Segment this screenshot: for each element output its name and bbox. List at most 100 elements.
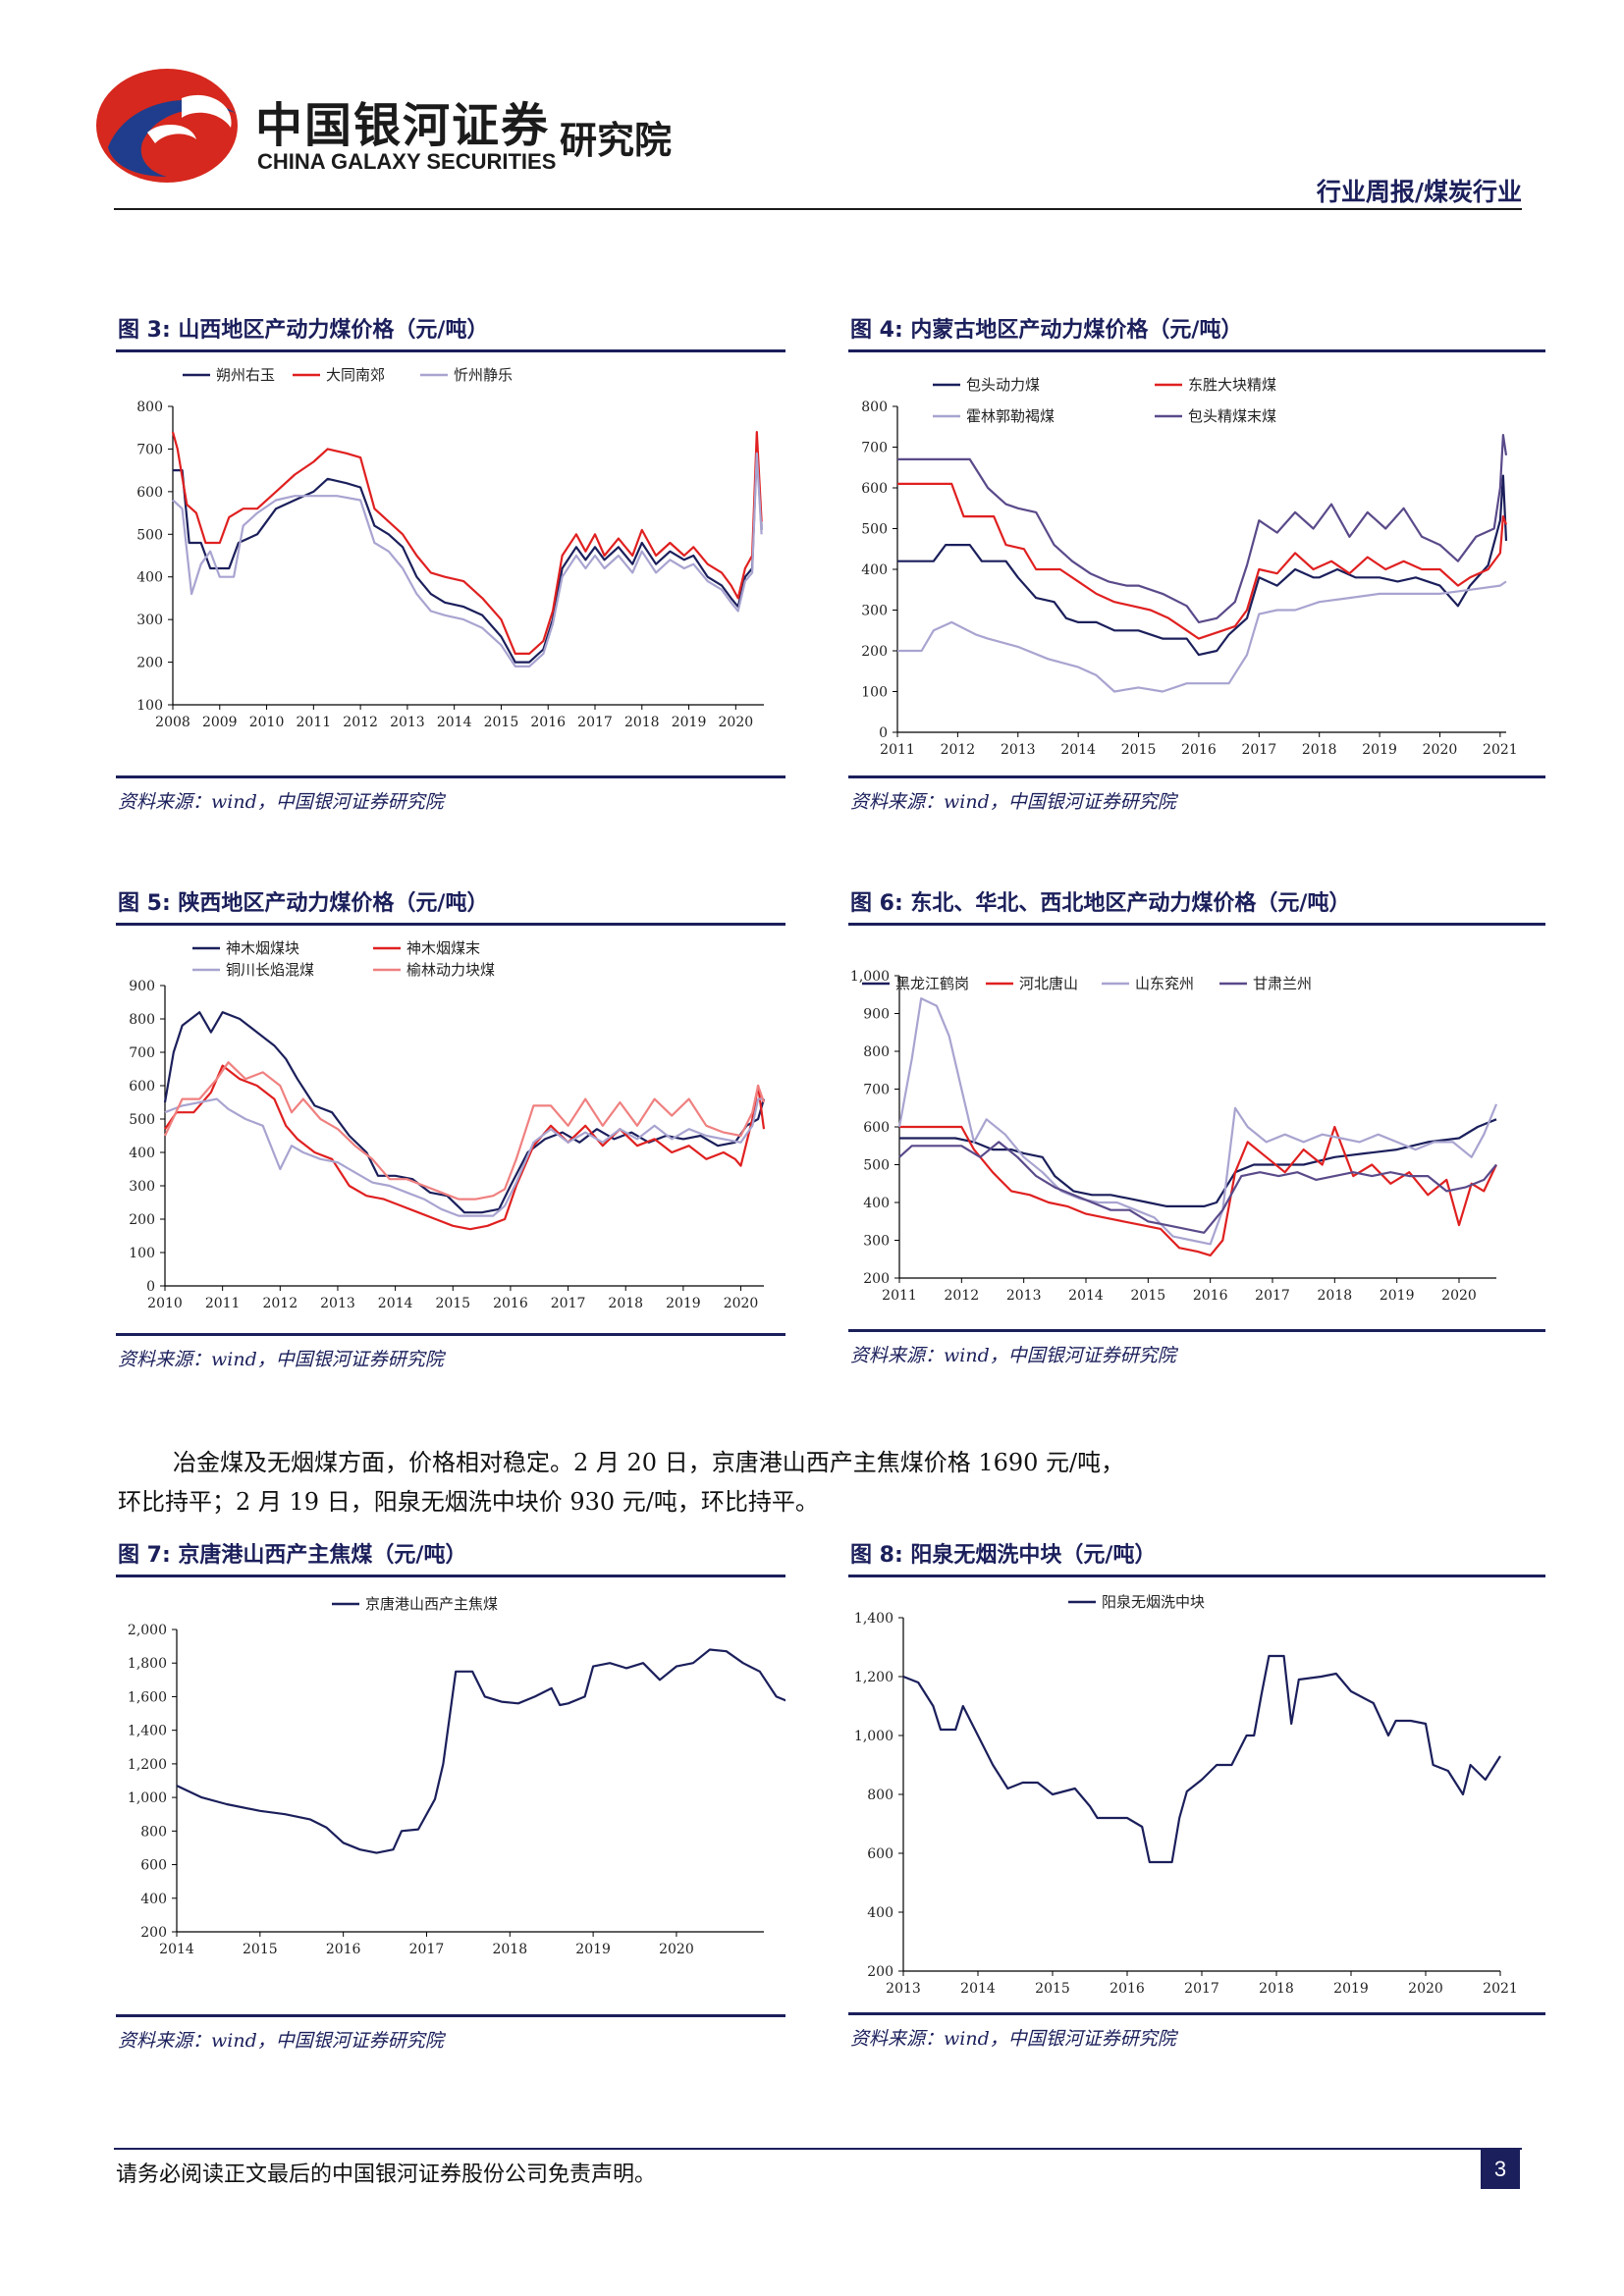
figure-5-source: 资料来源：wind，中国银河证券研究院 xyxy=(118,1349,444,1370)
chart-4-x-tick-label: 2014 xyxy=(1060,742,1096,758)
chart-5-legend-label: 铜川长焰混煤 xyxy=(226,961,314,979)
body-paragraph-line-1: 冶金煤及无烟煤方面，价格相对稳定。2 月 20 日，京唐港山西产主焦煤价格 16… xyxy=(173,1449,1125,1476)
chart-6-y-tick-label: 600 xyxy=(863,1120,890,1136)
chart-4-y-tick-label: 100 xyxy=(861,685,888,701)
chart-6-x-tick-label: 2020 xyxy=(1441,1288,1477,1304)
chart-7-x-tick-label: 2017 xyxy=(409,1942,445,1957)
chart-4-x-tick-label: 2013 xyxy=(1001,742,1036,758)
chart-7-x-tick-label: 2018 xyxy=(492,1942,527,1957)
chart-6-x-tick-label: 2012 xyxy=(945,1288,980,1304)
chart-4-y-tick-label: 400 xyxy=(861,562,888,578)
chart-8-y-tick-label: 1,400 xyxy=(854,1611,893,1627)
chart-3-y-tick-label: 700 xyxy=(136,442,163,457)
body-paragraph-line-2: 环比持平；2 月 19 日，阳泉无烟洗中块价 930 元/吨，环比持平。 xyxy=(118,1488,819,1516)
chart-5-series-line-3 xyxy=(164,1097,764,1217)
chart-3-x-tick-label: 2019 xyxy=(672,715,707,730)
chart-6-legend-label: 河北唐山 xyxy=(1019,975,1078,992)
figure-7-top-rule xyxy=(116,1575,785,1577)
figure-6-chart: 200 300 400 500 600 700 800 900 1,000 2011 2012 201… xyxy=(850,969,1498,1304)
chart-3-x-tick-label: 2016 xyxy=(530,715,566,730)
chart-8-y-tick-label: 1,200 xyxy=(854,1670,893,1685)
footer-divider xyxy=(114,2148,1522,2150)
chart-3-legend-label: 大同南郊 xyxy=(326,366,385,384)
figure-5-bottom-rule xyxy=(116,1333,785,1336)
chart-5-y-tick-label: 0 xyxy=(146,1279,155,1295)
chart-8-legend-label: 阳泉无烟洗中块 xyxy=(1102,1593,1205,1611)
figure-7-bottom-rule xyxy=(116,2014,785,2017)
chart-8-series-line-1 xyxy=(902,1654,1501,1864)
chart-4-x-tick-label: 2011 xyxy=(880,742,915,758)
chart-4-legend-label: 东胜大块精煤 xyxy=(1188,376,1276,394)
chart-6-legend-label: 黑龙江鹤岗 xyxy=(895,975,969,992)
page-number: 3 xyxy=(1481,2150,1520,2189)
chart-4-legend-label: 包头精煤末煤 xyxy=(1188,407,1276,425)
chart-3-series-line-2 xyxy=(171,431,763,655)
chart-6-x-tick-label: 2014 xyxy=(1068,1288,1104,1304)
figure-8-source: 资料来源：wind，中国银河证券研究院 xyxy=(850,2028,1176,2050)
chart-8-y-tick-label: 800 xyxy=(867,1788,893,1803)
chart-5-y-tick-label: 300 xyxy=(129,1179,155,1195)
chart-4-x-tick-label: 2012 xyxy=(941,742,976,758)
chart-3-x-tick-label: 2018 xyxy=(624,715,660,730)
chart-8-x-tick-label: 2019 xyxy=(1333,1981,1369,1997)
chart-7-y-tick-label: 600 xyxy=(140,1858,167,1874)
chart-4-series-line-1 xyxy=(897,474,1508,657)
chart-6-series-line-3 xyxy=(897,997,1498,1246)
chart-6-y-tick-label: 800 xyxy=(863,1044,890,1060)
chart-5-y-tick-label: 400 xyxy=(129,1146,155,1161)
chart-5-x-tick-label: 2012 xyxy=(262,1296,298,1311)
chart-8-x-tick-label: 2015 xyxy=(1035,1981,1070,1997)
chart-7-y-tick-label: 1,600 xyxy=(128,1689,167,1705)
chart-6-x-tick-label: 2018 xyxy=(1318,1288,1353,1304)
figure-7-title: 图 7: 京唐港山西产主焦煤（元/吨） xyxy=(118,1543,467,1568)
figure-7-chart: 200 400 600 800 1,000 1,200 1,400 1,600 1,800 2,0… xyxy=(128,1595,785,1957)
chart-7-x-tick-label: 2016 xyxy=(326,1942,361,1957)
chart-8-x-tick-label: 2017 xyxy=(1184,1981,1219,1997)
chart-6-x-tick-label: 2019 xyxy=(1380,1288,1415,1304)
logo-institute: 研究院 xyxy=(560,119,673,162)
chart-7-y-tick-label: 1,800 xyxy=(128,1656,167,1672)
chart-3-x-tick-label: 2010 xyxy=(249,715,285,730)
figure-3-top-rule xyxy=(116,349,785,352)
chart-3-legend-label: 忻州静乐 xyxy=(454,366,513,384)
chart-3-x-tick-label: 2008 xyxy=(155,715,190,730)
chart-5-x-tick-label: 2017 xyxy=(551,1296,586,1311)
chart-7-x-tick-label: 2019 xyxy=(575,1942,611,1957)
chart-4-series-line-2 xyxy=(897,482,1508,640)
chart-6-y-tick-label: 900 xyxy=(863,1007,890,1023)
chart-6-y-tick-label: 400 xyxy=(863,1196,890,1211)
figure-4-title: 图 4: 内蒙古地区产动力煤价格（元/吨） xyxy=(850,318,1243,343)
chart-5-x-tick-label: 2014 xyxy=(378,1296,413,1311)
chart-3-legend-label: 朔州右玉 xyxy=(216,366,275,384)
chart-4-y-tick-label: 200 xyxy=(861,644,888,660)
chart-4-x-tick-label: 2019 xyxy=(1362,742,1397,758)
chart-3-series-line-3 xyxy=(172,452,763,667)
chart-5-y-tick-label: 900 xyxy=(129,979,155,994)
chart-5-legend-label: 榆林动力块煤 xyxy=(406,961,495,979)
chart-6-y-tick-label: 700 xyxy=(863,1083,890,1098)
chart-4-y-tick-label: 700 xyxy=(861,441,888,456)
logo-chinese-name: 中国银河证券 xyxy=(255,98,551,153)
chart-6-x-tick-label: 2013 xyxy=(1006,1288,1042,1304)
chart-6-series-line-4 xyxy=(898,1141,1497,1234)
figure-3-bottom-rule xyxy=(116,775,785,778)
chart-3-x-tick-label: 2009 xyxy=(202,715,238,730)
chart-3-x-tick-label: 2014 xyxy=(437,715,472,730)
chart-3-y-tick-label: 600 xyxy=(136,485,163,501)
chart-5-x-tick-label: 2013 xyxy=(320,1296,355,1311)
chart-5-series-line-2 xyxy=(164,1064,766,1231)
report-type: 行业周报/煤炭行业 xyxy=(1316,178,1522,206)
chart-5-legend-label: 神木烟煤末 xyxy=(406,939,480,957)
figure-4-source: 资料来源：wind，中国银河证券研究院 xyxy=(850,791,1176,813)
chart-4-x-tick-label: 2015 xyxy=(1121,742,1157,758)
chart-5-legend-label: 神木烟煤块 xyxy=(226,939,299,957)
chart-4-series-line-3 xyxy=(897,580,1507,693)
chart-4-y-tick-label: 0 xyxy=(879,725,888,741)
figure-8-title: 图 8: 阳泉无烟洗中块（元/吨） xyxy=(850,1543,1157,1568)
figure-6-top-rule xyxy=(848,923,1545,926)
chart-8-x-tick-label: 2014 xyxy=(960,1981,996,1997)
chart-5-y-tick-label: 500 xyxy=(129,1112,155,1128)
figure-3-chart: 100 200 300 400 500 600 700 800 2008 2009 2010 2011… xyxy=(136,366,764,730)
chart-8-y-tick-label: 1,000 xyxy=(854,1729,893,1744)
chart-3-x-tick-label: 2017 xyxy=(577,715,613,730)
